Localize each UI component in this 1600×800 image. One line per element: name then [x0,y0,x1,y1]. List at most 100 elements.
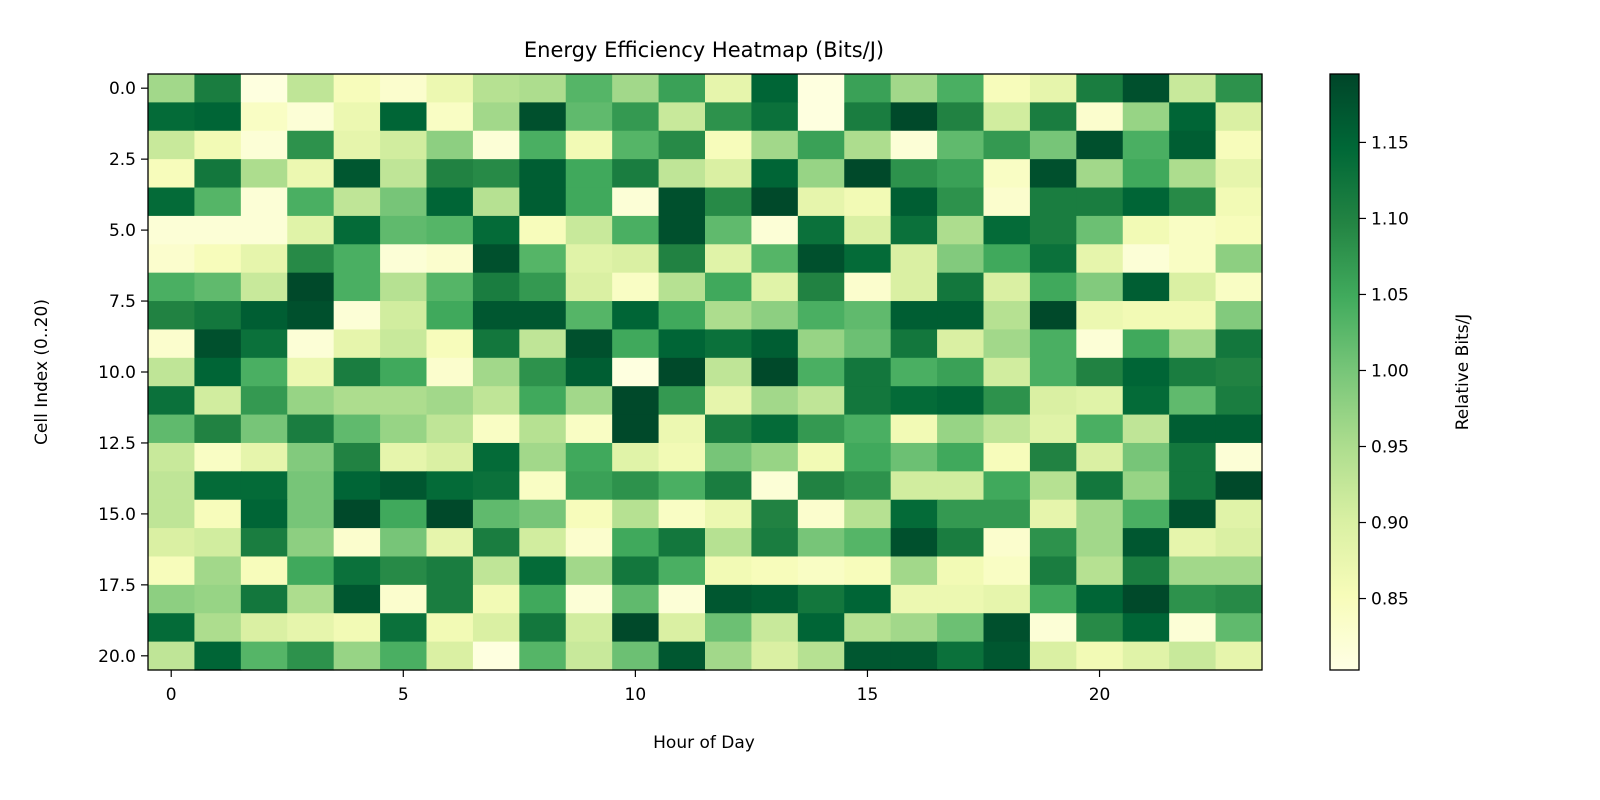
heatmap-cell [658,613,706,643]
chart-title: Energy Efficiency Heatmap (Bits/J) [524,38,884,62]
heatmap-cell [565,528,613,558]
x-tick-label: 10 [625,685,647,705]
heatmap-cell [1169,386,1217,416]
heatmap-cell [333,613,381,643]
heatmap-cell [658,159,706,189]
heatmap-cell [890,130,938,160]
heatmap-cell [472,641,520,671]
y-tick-label: 20.0 [98,647,136,667]
heatmap-cell [1122,187,1170,217]
colorbar-tick-label: 1.15 [1371,133,1409,153]
heatmap-cell [333,499,381,529]
heatmap-cell [612,102,660,132]
heatmap-cell [658,442,706,472]
heatmap-cell [844,499,892,529]
colorbar [1329,73,1360,671]
heatmap-cell [1122,471,1170,501]
heatmap-cell [148,442,196,472]
heatmap-cell [1076,102,1124,132]
heatmap-cell [751,584,799,614]
heatmap-cell [426,528,474,558]
heatmap-cell [519,613,567,643]
heatmap-cell [705,74,753,103]
heatmap-cell [333,301,381,331]
heatmap-cell [426,357,474,387]
heatmap-cell [240,329,288,359]
heatmap-cell [937,74,985,103]
heatmap-cell [148,357,196,387]
heatmap-cell [1122,130,1170,160]
heatmap-cell [426,215,474,245]
heatmap-cell [1215,102,1263,132]
heatmap-cell [1122,556,1170,586]
heatmap-cell [287,102,335,132]
heatmap-cell [890,329,938,359]
heatmap-cell [1215,244,1263,274]
heatmap-cell [194,357,242,387]
heatmap-cell [287,301,335,331]
heatmap-cell [519,159,567,189]
heatmap-cell [1029,499,1077,529]
heatmap-cell [148,528,196,558]
heatmap-cell [983,301,1031,331]
heatmap-cell [472,187,520,217]
heatmap-cell [472,130,520,160]
heatmap-cell [890,584,938,614]
heatmap-cell [612,329,660,359]
heatmap-cell [1029,414,1077,444]
heatmap-cell [240,244,288,274]
heatmap-cell [1169,329,1217,359]
heatmap-cell [797,442,845,472]
heatmap-cell [1029,187,1077,217]
heatmap-cell [658,556,706,586]
heatmap-cell [240,272,288,302]
heatmap-cell [333,130,381,160]
heatmap-cell [658,329,706,359]
heatmap-cell [472,528,520,558]
heatmap-cell [1169,613,1217,643]
heatmap-cell [380,215,428,245]
heatmap-cell [148,301,196,331]
heatmap-cell [1029,215,1077,245]
colorbar-tick-label: 0.90 [1371,514,1409,534]
heatmap-cell [426,584,474,614]
heatmap-cell [519,187,567,217]
heatmap-cell [844,159,892,189]
heatmap-cell [751,641,799,671]
heatmap-cell [983,130,1031,160]
heatmap-cell [148,74,196,103]
heatmap-cell [1215,471,1263,501]
y-tick-label: 2.5 [109,150,136,170]
heatmap-cell [983,272,1031,302]
heatmap-cell [1076,130,1124,160]
heatmap-cell [844,244,892,274]
heatmap-cell [472,272,520,302]
heatmap-cell [983,641,1031,671]
heatmap-cell [240,215,288,245]
heatmap-cell [1215,584,1263,614]
heatmap-cell [380,357,428,387]
heatmap-cell [287,357,335,387]
heatmap-cell [1122,613,1170,643]
heatmap-cell [705,215,753,245]
heatmap-cell [1215,329,1263,359]
heatmap-cell [658,215,706,245]
heatmap-cell [844,442,892,472]
heatmap-cell [287,641,335,671]
heatmap-cell [612,159,660,189]
heatmap-cell [194,499,242,529]
heatmap-cell [333,215,381,245]
heatmap-cell [565,130,613,160]
heatmap-cell [472,584,520,614]
heatmap-cell [287,528,335,558]
heatmap-cell [380,130,428,160]
heatmap-cell [751,414,799,444]
heatmap-cell [890,556,938,586]
heatmap-cell [287,584,335,614]
colorbar-tick-label: 1.10 [1371,209,1409,229]
heatmap-cell [287,159,335,189]
heatmap-cell [194,272,242,302]
heatmap-cell [612,499,660,529]
heatmap-cell [1169,301,1217,331]
heatmap-cell [240,102,288,132]
